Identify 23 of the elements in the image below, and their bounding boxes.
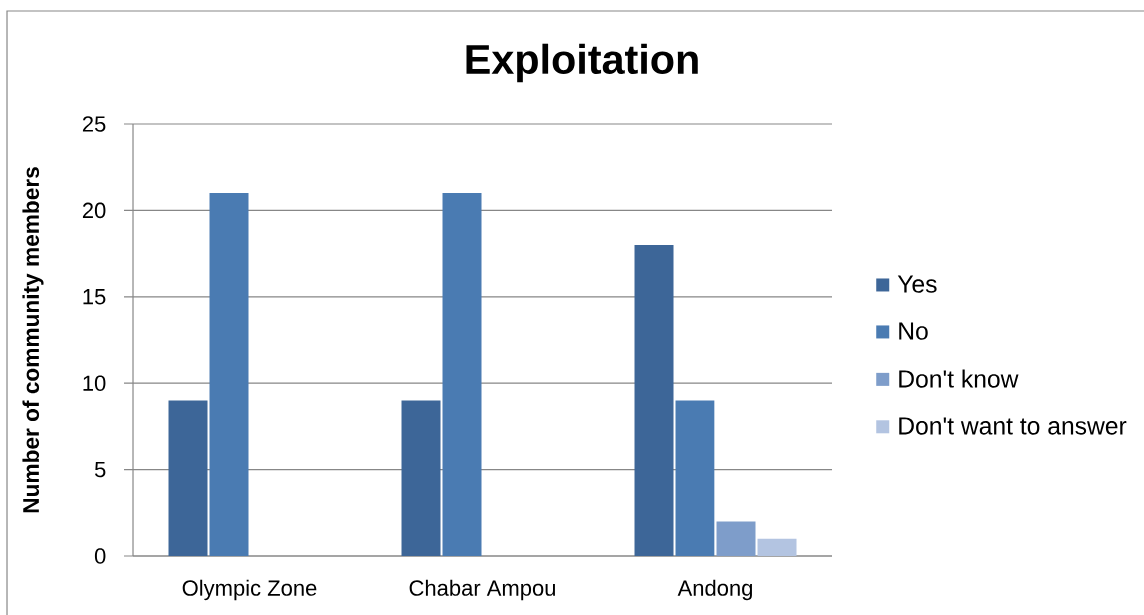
legend-label: No (899, 322, 928, 340)
bar (634, 244, 674, 556)
legend-label: Yes (897, 275, 937, 293)
x-tick-label: Andong (677, 579, 752, 601)
y-tick-label: 10 (83, 375, 106, 391)
legend-label: Don't want to answer (899, 417, 1127, 435)
y-tick-label: 15 (83, 289, 106, 305)
legend-label: Don't know (899, 369, 1019, 388)
bar (209, 193, 249, 556)
chart-title: Exploitation (466, 43, 698, 83)
y-tick-label: 25 (82, 116, 106, 132)
y-tick-label: 0 (94, 548, 106, 564)
bar (401, 400, 441, 556)
y-axis-title: Number of community members (22, 167, 44, 513)
bar (757, 538, 797, 556)
bar (442, 193, 482, 556)
x-tick-label: Chabar Ampou (409, 579, 555, 601)
x-tick-label: Olympic Zone (182, 579, 317, 601)
bar (716, 521, 756, 556)
bar (168, 400, 208, 556)
y-tick-label: 20 (82, 202, 106, 219)
bar (675, 400, 715, 556)
y-tick-label: 5 (94, 461, 106, 478)
